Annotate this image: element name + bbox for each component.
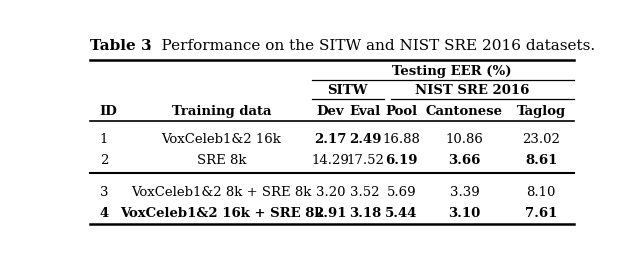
Text: .  Performance on the SITW and NIST SRE 2016 datasets.: . Performance on the SITW and NIST SRE 2… <box>147 39 595 53</box>
Text: 8.61: 8.61 <box>525 153 557 166</box>
Text: Training data: Training data <box>172 104 271 117</box>
Text: VoxCeleb1&2 16k: VoxCeleb1&2 16k <box>161 133 282 146</box>
Text: 14.29: 14.29 <box>312 153 349 166</box>
Text: Cantonese: Cantonese <box>426 104 503 117</box>
Text: Table 3: Table 3 <box>90 39 152 53</box>
Text: 3.10: 3.10 <box>448 206 481 219</box>
Text: SRE 8k: SRE 8k <box>196 153 246 166</box>
Text: 3.52: 3.52 <box>351 185 380 198</box>
Text: SITW: SITW <box>328 84 368 97</box>
Text: 16.88: 16.88 <box>383 133 420 146</box>
Text: 5.44: 5.44 <box>385 206 418 219</box>
Text: VoxCeleb1&2 8k + SRE 8k: VoxCeleb1&2 8k + SRE 8k <box>131 185 312 198</box>
Text: 6.19: 6.19 <box>385 153 418 166</box>
Text: 3.20: 3.20 <box>316 185 345 198</box>
Text: Testing EER (%): Testing EER (%) <box>392 65 512 78</box>
Text: VoxCeleb1&2 16k + SRE 8k: VoxCeleb1&2 16k + SRE 8k <box>120 206 323 219</box>
Text: Eval: Eval <box>349 104 381 117</box>
Text: 8.10: 8.10 <box>527 185 556 198</box>
Text: Pool: Pool <box>385 104 417 117</box>
Text: Dev: Dev <box>317 104 344 117</box>
Text: 17.52: 17.52 <box>346 153 384 166</box>
Text: 2.49: 2.49 <box>349 133 381 146</box>
Text: 7.61: 7.61 <box>525 206 557 219</box>
Text: 3: 3 <box>100 185 108 198</box>
Text: 1: 1 <box>100 133 108 146</box>
Text: 5.69: 5.69 <box>387 185 416 198</box>
Text: 3.66: 3.66 <box>448 153 481 166</box>
Text: 3.39: 3.39 <box>449 185 479 198</box>
Text: 10.86: 10.86 <box>445 133 483 146</box>
Text: ID: ID <box>100 104 118 117</box>
Text: 3.18: 3.18 <box>349 206 381 219</box>
Text: 2.91: 2.91 <box>314 206 347 219</box>
Text: 2.17: 2.17 <box>314 133 347 146</box>
Text: 23.02: 23.02 <box>522 133 560 146</box>
Text: 2: 2 <box>100 153 108 166</box>
Text: Taglog: Taglog <box>516 104 566 117</box>
Text: 4: 4 <box>100 206 109 219</box>
Text: NIST SRE 2016: NIST SRE 2016 <box>415 84 529 97</box>
